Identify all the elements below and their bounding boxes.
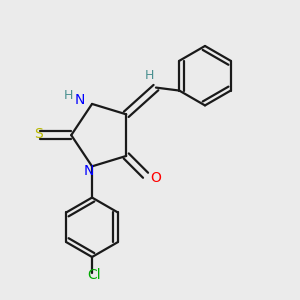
Text: N: N bbox=[84, 164, 94, 178]
Text: Cl: Cl bbox=[88, 268, 101, 282]
Text: N: N bbox=[74, 93, 85, 107]
Text: O: O bbox=[151, 171, 161, 185]
Text: H: H bbox=[145, 69, 154, 82]
Text: H: H bbox=[64, 88, 73, 101]
Text: S: S bbox=[34, 127, 43, 141]
